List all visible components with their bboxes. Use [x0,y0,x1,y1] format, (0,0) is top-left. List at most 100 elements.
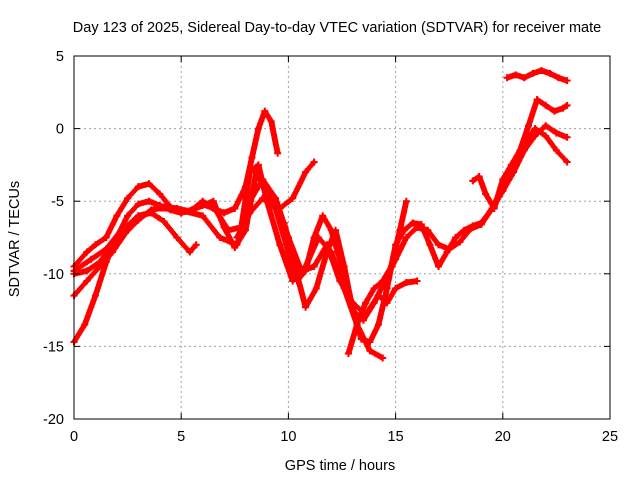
series-track-7 [280,122,571,346]
data-point [349,306,357,314]
x-tick-label: 5 [177,429,185,445]
series-track-10 [503,67,571,85]
data-point [392,284,400,292]
data-point [280,219,288,227]
chart-title: Day 123 of 2025, Sidereal Day-to-day VTE… [73,20,601,36]
data-point [323,248,331,256]
data-point [254,125,262,133]
data-point [490,204,498,212]
y-tick-label: -5 [51,194,64,210]
data-point [409,219,417,227]
data-point [192,241,200,249]
x-tick-labels: 0 5 10 15 20 25 [70,429,618,445]
data-point [151,204,159,212]
data-point [91,292,99,300]
data-point [261,107,269,115]
data-point [357,335,365,343]
data-point [91,241,99,249]
data-point [542,101,550,109]
data-point [102,245,110,253]
data-point [525,122,533,130]
data-point [434,263,442,271]
data-point [370,299,378,307]
data-point [520,74,528,82]
data-point [563,101,571,109]
data-point [507,161,515,169]
data-point [503,74,511,82]
y-tick-label: -15 [43,339,64,355]
data-point [531,132,539,140]
data-point [252,168,260,176]
data-point [259,194,267,202]
data-point [379,354,387,362]
data-point [542,132,550,140]
marker-trail [71,108,281,345]
y-tick-label: 0 [56,122,64,138]
data-point [216,234,224,241]
data-point [374,321,382,329]
data-point [81,321,89,329]
data-point [362,299,370,307]
plot-frame [73,55,611,420]
data-point [537,67,545,75]
data-point [552,146,560,154]
data-point [102,234,110,241]
data-point [460,226,468,234]
data-point [340,263,348,271]
data-point [246,168,254,176]
y-tick-label: 5 [56,49,64,65]
data-point [267,117,275,125]
data-point [402,197,410,205]
data-point [276,241,284,249]
data-point [552,129,560,137]
data-point [452,234,460,241]
data-point [443,248,451,256]
y-axis-label: SDTVAR / TECUs [7,181,23,297]
data-point [199,212,207,220]
data-point [563,133,571,141]
marker-trail [281,122,571,345]
x-tick-label: 15 [388,429,404,445]
data-point [456,238,464,246]
data-point [87,255,95,263]
data-point [109,248,117,256]
data-point [434,241,442,249]
data-point [124,212,132,220]
data-point [531,125,539,133]
data-point [402,279,410,287]
data-point [516,146,524,154]
x-tick-label: 0 [70,429,78,445]
data-point [209,197,217,205]
series-track-8 [344,197,410,358]
data-point [145,197,153,205]
data-point [181,207,189,215]
data-point [469,177,477,185]
data-point [199,202,207,210]
y-tick-labels: 5 0 -5 -10 -15 -20 [43,49,64,428]
data-point [510,168,518,176]
data-point [366,338,374,346]
data-point [117,226,125,234]
data-point [83,248,91,256]
data-point [546,69,554,77]
data-point [344,350,352,358]
data-point [83,267,91,275]
data-point [332,226,340,234]
data-point [417,220,425,228]
data-point [289,194,297,202]
data-point [246,197,254,205]
data-point [220,223,228,231]
x-axis-label: GPS time / hours [285,458,395,474]
y-tick-label: -20 [43,412,64,428]
data-point [186,248,194,256]
data-point [113,212,121,220]
x-tick-label: 10 [280,429,296,445]
data-point [542,122,550,130]
series-track-1 [70,107,282,346]
data-point [310,234,318,241]
data-point [272,204,280,212]
data-point [124,194,132,202]
data-point [475,173,483,181]
data-point [302,303,310,311]
data-point [529,69,537,77]
